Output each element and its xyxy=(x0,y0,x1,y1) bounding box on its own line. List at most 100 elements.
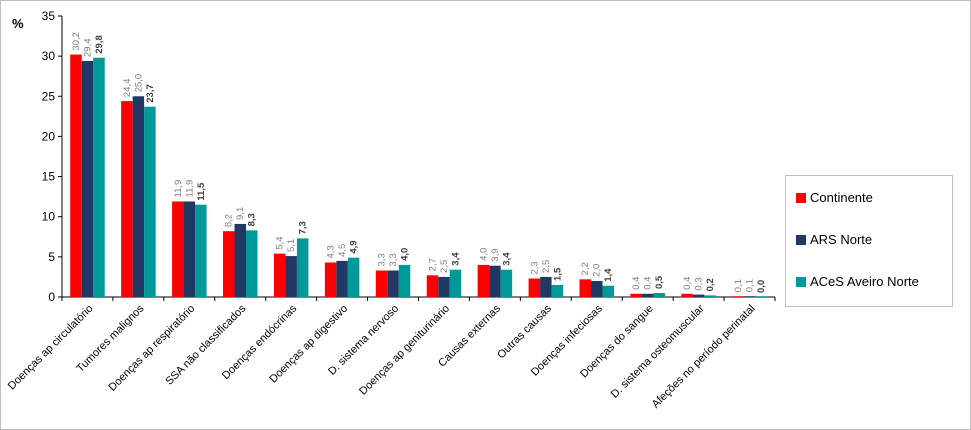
bar xyxy=(653,292,665,297)
legend-swatch-ars-norte xyxy=(796,234,806,245)
data-label: 4,9 xyxy=(349,240,360,253)
data-label: 5,1 xyxy=(286,239,297,252)
data-label: 0,1 xyxy=(745,279,756,292)
bar xyxy=(336,260,348,297)
data-label: 0,4 xyxy=(643,277,654,290)
bar xyxy=(273,253,286,297)
data-label: 4,5 xyxy=(337,244,348,257)
data-label: 8,2 xyxy=(224,214,235,227)
bar xyxy=(449,269,462,297)
data-label: 2,5 xyxy=(541,260,552,273)
data-label: 0,4 xyxy=(631,277,642,290)
bar xyxy=(500,269,513,297)
data-label: 2,7 xyxy=(427,258,438,271)
data-label: 3,9 xyxy=(490,248,501,261)
data-label: 2,3 xyxy=(529,261,540,274)
data-label: 3,3 xyxy=(377,253,388,266)
data-label: 4,3 xyxy=(326,245,337,258)
data-label: 1,4 xyxy=(603,268,614,282)
bar xyxy=(743,296,756,297)
data-label: 4,0 xyxy=(478,248,489,261)
data-label: 0,3 xyxy=(694,277,705,290)
bar xyxy=(528,278,541,297)
bar xyxy=(681,293,693,297)
category-label: Afeções no período perinatal xyxy=(650,303,758,411)
bar xyxy=(398,264,411,297)
data-label: 24,4 xyxy=(122,79,133,98)
bar xyxy=(223,231,235,297)
bar xyxy=(732,296,744,297)
data-label: 11,9 xyxy=(184,180,195,198)
bar xyxy=(641,293,654,297)
bar xyxy=(195,204,207,297)
bar xyxy=(489,265,501,297)
data-label: 0,1 xyxy=(733,279,744,292)
bar xyxy=(426,275,439,297)
bar xyxy=(93,57,105,298)
data-label: 25,0 xyxy=(133,74,144,93)
bar xyxy=(347,257,360,297)
bar xyxy=(234,223,246,297)
legend-swatch-continente xyxy=(796,192,806,203)
category-label: Doenças ap circulatório xyxy=(6,303,96,393)
bar xyxy=(630,293,642,297)
data-label: 11,5 xyxy=(196,182,207,201)
bar xyxy=(551,284,564,297)
bar xyxy=(70,54,82,298)
bar xyxy=(438,276,450,297)
data-label: 2,5 xyxy=(439,260,450,273)
bar xyxy=(540,276,552,297)
bar xyxy=(591,280,603,297)
legend-item-ars-norte: ARS Norte xyxy=(796,232,872,247)
data-label: 2,0 xyxy=(592,264,603,277)
data-label: 0,0 xyxy=(756,280,767,293)
y-tick-label: 5 xyxy=(48,250,55,264)
legend-swatch-aces-aveiro-norte xyxy=(796,276,806,287)
data-label: 3,4 xyxy=(501,252,512,266)
data-label: 29,4 xyxy=(82,38,93,57)
bar xyxy=(81,60,94,298)
data-label: 8,3 xyxy=(247,213,258,226)
y-tick-label: 25 xyxy=(42,89,56,103)
bar xyxy=(121,101,133,297)
legend-item-aces-aveiro-norte: ACeS Aveiro Norte xyxy=(796,274,919,289)
category-label: D. sistema osteomuscular xyxy=(609,302,707,400)
data-label: 11,9 xyxy=(173,180,184,198)
data-label: 5,4 xyxy=(275,236,286,249)
category-label: Doenças ap geniturinário xyxy=(357,303,452,398)
y-tick-label: 15 xyxy=(42,170,56,184)
data-label: 2,2 xyxy=(580,262,591,275)
bar xyxy=(704,295,716,297)
data-label: 9,1 xyxy=(235,207,246,220)
data-label: 7,3 xyxy=(298,221,309,234)
bar xyxy=(602,285,614,297)
bar xyxy=(375,270,388,297)
data-label: 29,8 xyxy=(94,35,105,54)
bar xyxy=(579,279,591,297)
data-label: 30,2 xyxy=(71,32,82,51)
data-label: 23,7 xyxy=(145,84,156,103)
bar xyxy=(132,96,145,298)
bar xyxy=(296,238,309,297)
bar xyxy=(246,230,258,297)
y-tick-label: 10 xyxy=(42,210,56,224)
legend-label-continente: Continente xyxy=(810,190,873,205)
bar xyxy=(183,201,196,297)
bar xyxy=(755,296,767,297)
data-label: 3,4 xyxy=(450,252,461,266)
bar xyxy=(387,270,399,297)
bar xyxy=(324,262,337,297)
bar xyxy=(477,264,490,297)
category-label: Doenças ap respiratório xyxy=(106,303,197,394)
y-tick-label: 0 xyxy=(48,290,55,304)
y-axis-label: % xyxy=(12,16,24,31)
y-tick-label: 35 xyxy=(42,9,56,23)
legend: Continente ARS Norte ACeS Aveiro Norte xyxy=(785,175,953,307)
data-label: 0,2 xyxy=(705,278,716,291)
y-tick-label: 30 xyxy=(42,49,56,63)
bar xyxy=(692,294,705,297)
legend-label-ars-norte: ARS Norte xyxy=(810,232,873,247)
y-tick-label: 20 xyxy=(42,129,56,143)
data-label: 4,0 xyxy=(400,248,411,261)
